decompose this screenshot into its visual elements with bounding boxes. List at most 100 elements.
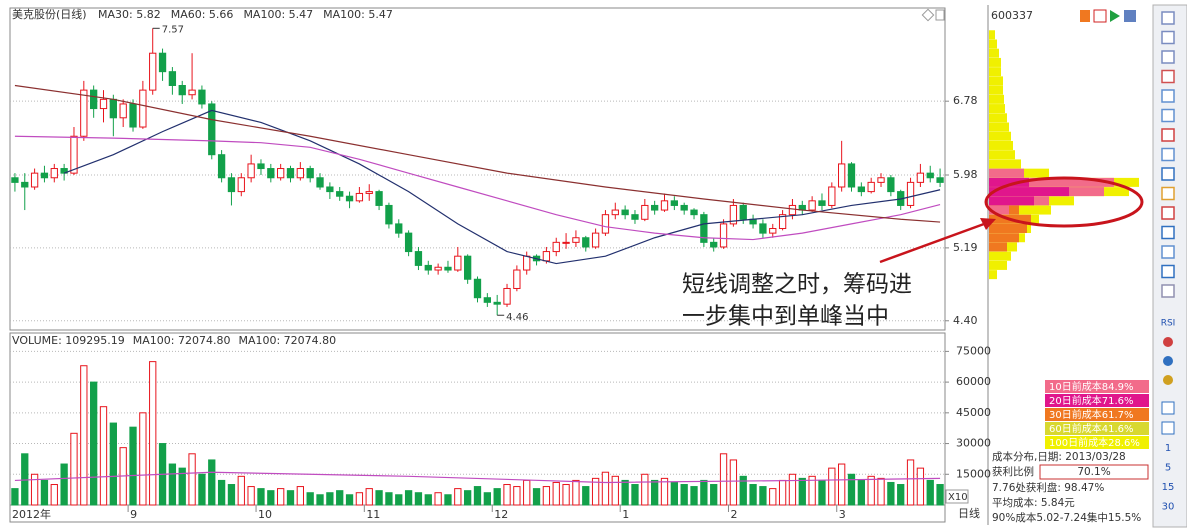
volume-bar (690, 486, 698, 506)
icon (935, 9, 945, 21)
candle-body (109, 98, 117, 119)
toolbar-icon[interactable] (1161, 11, 1175, 25)
volume-bar (198, 473, 206, 506)
candle-body (375, 191, 383, 206)
toolbar-icon[interactable] (1163, 375, 1173, 385)
candle-body (483, 297, 491, 303)
volume-bar (651, 479, 659, 506)
legend-entry: MA100: 5.47 (323, 8, 393, 21)
volume-bar (434, 492, 442, 506)
candle-body (306, 168, 314, 179)
volume-bar (286, 490, 295, 506)
period-button[interactable]: 1 (1165, 443, 1171, 454)
volume-bar (464, 490, 472, 506)
toolbar-icon[interactable] (1161, 50, 1175, 64)
chip-bar (989, 187, 1069, 197)
chip-legend-label: 10日前成本84.9% (1049, 380, 1134, 393)
candle-body (168, 71, 177, 87)
toolbar-icon[interactable] (1161, 206, 1175, 220)
candle-body (936, 177, 944, 183)
chip-legend-swatch (1045, 422, 1149, 435)
annotation-label: 4.46 (506, 312, 528, 323)
toolbar-icon[interactable] (1161, 167, 1175, 181)
candle-body (414, 251, 423, 266)
volume-bar (257, 488, 265, 506)
volume-bar (887, 481, 895, 506)
volume-bar (621, 479, 629, 506)
candle-body (257, 163, 265, 170)
chip-bar (989, 224, 1027, 234)
toolbar-icon[interactable] (1161, 421, 1175, 435)
period-button[interactable]: 30 (1162, 502, 1175, 513)
profit-label: 获利比例 (992, 465, 1034, 478)
volume-bar (877, 477, 885, 506)
x-tick-label: 1 (622, 508, 629, 521)
candle-body (867, 181, 875, 193)
candle-body (877, 177, 885, 183)
candle-body (80, 89, 88, 137)
candle-body (552, 241, 560, 253)
candle-body (670, 200, 678, 206)
x-tick-label: 9 (130, 508, 137, 521)
candle-body (336, 191, 344, 197)
candle-body (90, 89, 98, 110)
volume-bar (178, 467, 186, 506)
candle-body (916, 172, 925, 183)
volume-bar (30, 473, 39, 506)
toolbar-icon[interactable] (1161, 245, 1175, 259)
icon (1124, 10, 1136, 22)
candle-body (739, 204, 747, 220)
candle-body (562, 241, 570, 244)
period-button[interactable]: 5 (1165, 463, 1171, 474)
volume-bar (828, 467, 836, 506)
toolbar-icon[interactable] (1161, 147, 1175, 162)
toolbar-icon[interactable] (1161, 225, 1175, 240)
toolbar-icon[interactable] (1163, 356, 1173, 366)
candle-body (444, 266, 452, 271)
annotation-label: 7.57 (162, 24, 184, 35)
candle-body (326, 186, 334, 193)
price-panel (9, 7, 946, 331)
volume-bar (847, 473, 856, 506)
toolbar-icon[interactable] (1163, 337, 1173, 347)
candle-body (778, 214, 787, 230)
toolbar-icon[interactable] (1161, 30, 1175, 45)
candle-body (21, 181, 29, 188)
x-tick-label: 2 (730, 508, 737, 521)
candle-body (591, 232, 600, 248)
volume-bar (749, 484, 757, 506)
toolbar-icon[interactable] (1161, 264, 1175, 279)
toolbar-indicator[interactable]: RSI (1161, 319, 1176, 329)
chip-legend-swatch (1045, 394, 1149, 407)
volume-bar (916, 467, 925, 506)
volume-bar (355, 492, 364, 506)
icon (1093, 9, 1107, 23)
volume-bar (139, 412, 147, 506)
toolbar-icon[interactable] (1161, 401, 1175, 415)
chip-legend-label: 30日前成本61.7% (1049, 408, 1134, 421)
volume-bar (857, 479, 865, 506)
toolbar-icon[interactable] (1161, 89, 1175, 103)
candle-body (611, 209, 619, 216)
legend-entry: MA60: 5.66 (171, 8, 234, 21)
volume-bar (611, 475, 619, 506)
callout-line: 一步集中到单峰当中 (682, 304, 889, 330)
candle-body (464, 255, 472, 280)
volume-bar (729, 459, 738, 506)
candle-body (70, 135, 78, 174)
candle-body (680, 204, 688, 211)
volume-bar (808, 475, 816, 506)
toolbar-icon[interactable] (1161, 284, 1175, 298)
volume-bar (208, 459, 216, 506)
candle-body (188, 89, 196, 96)
toolbar-icon[interactable] (1161, 69, 1175, 84)
candle-body (267, 168, 275, 179)
chip-bar (989, 233, 1019, 243)
candle-body (119, 103, 127, 119)
period-button[interactable]: 15 (1162, 482, 1175, 493)
callout-line: 短线调整之时，筹码进 (682, 272, 912, 298)
toolbar-icon[interactable] (1161, 128, 1175, 142)
toolbar-icon[interactable] (1161, 186, 1175, 201)
toolbar-icon[interactable] (1161, 108, 1175, 123)
chip-legend-label: 60日前成本41.6% (1049, 422, 1134, 435)
